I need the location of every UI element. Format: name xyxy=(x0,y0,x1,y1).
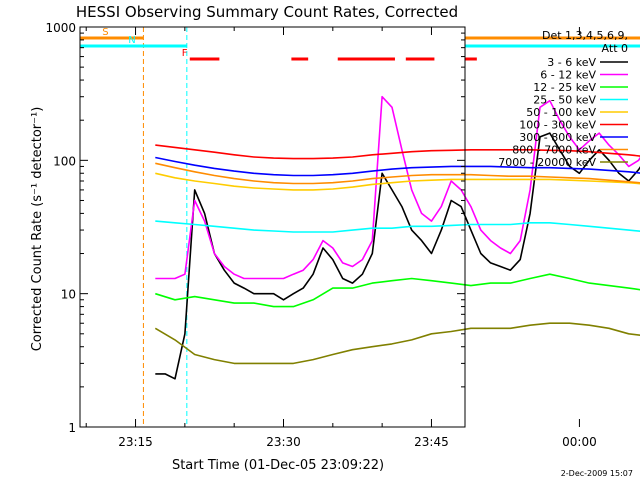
generation-timestamp: 2-Dec-2009 15:07 xyxy=(561,469,633,478)
series-line-800-7000-kev xyxy=(155,162,640,185)
x-tick-label-23-15: 23:15 xyxy=(118,435,153,449)
flag-label-n: N xyxy=(128,35,135,46)
legend-label-300-800-kev: 300 - 800 keV xyxy=(519,131,596,144)
legend-label-50-100-kev: 50 - 100 keV xyxy=(526,106,596,119)
y-tick-label-10: 10 xyxy=(61,288,76,302)
x-axis-label: Start Time (01-Dec-05 23:09:22) xyxy=(172,458,384,473)
legend-header-line-1: Det 1,3,4,5,6,9, xyxy=(542,29,628,42)
legend-label-6-12-kev: 6 - 12 keV xyxy=(540,69,596,82)
legend-label-800-7000-kev: 800 - 7000 keV xyxy=(512,144,596,157)
series-line-50-100-kev xyxy=(155,172,640,191)
y-axis-label: Corrected Count Rate (s⁻¹ detector⁻¹) xyxy=(30,107,45,352)
x-tick-label-23-45: 23:45 xyxy=(414,435,449,449)
y-tick-label-1000: 1000 xyxy=(45,21,76,35)
y-tick-label-100: 100 xyxy=(53,154,76,168)
flag-label-f: F xyxy=(182,48,188,59)
series-line-12-25-kev xyxy=(155,273,640,308)
series-line-6-12-kev xyxy=(155,95,640,280)
legend-label-3-6-kev: 3 - 6 keV xyxy=(547,56,596,69)
x-tick-label-00-00: 00:00 xyxy=(562,435,597,449)
legend-header-line-2: Att 0 xyxy=(602,42,628,55)
chart-title: HESSI Observing Summary Count Rates, Cor… xyxy=(76,3,458,21)
flag-label-s: S xyxy=(102,27,108,38)
x-tick-label-23-30: 23:30 xyxy=(266,435,301,449)
legend-label-25-50-kev: 25 - 50 keV xyxy=(533,94,596,107)
legend-label-100-300-kev: 100 - 300 keV xyxy=(519,119,596,132)
series-line-300-800-kev xyxy=(155,156,640,177)
series-line-25-50-kev xyxy=(155,220,640,233)
series-line-7000-20000-kev xyxy=(154,322,640,365)
legend-label-7000-20000-kev: 7000 - 20000 keV xyxy=(498,156,596,169)
legend-label-12-25-kev: 12 - 25 keV xyxy=(533,81,596,94)
series-line-3-6-kev xyxy=(155,132,640,380)
series-line-100-300-kev xyxy=(155,144,640,160)
plot-frame xyxy=(79,26,466,428)
y-tick-label-1: 1 xyxy=(68,421,76,435)
